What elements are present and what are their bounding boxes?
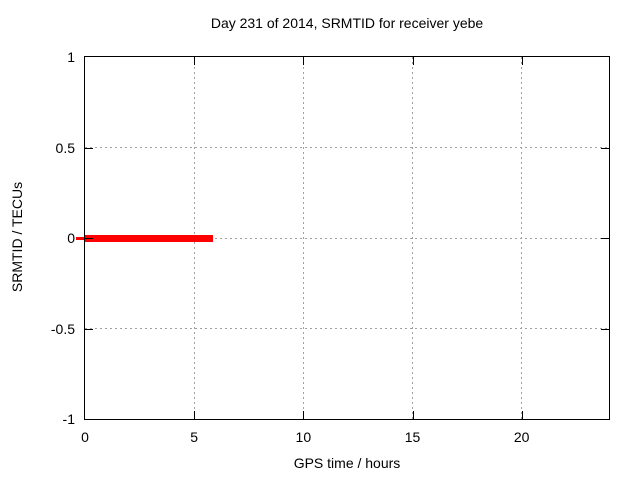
chart-title: Day 231 of 2014, SRMTID for receiver yeb…	[210, 15, 484, 31]
y-axis-label: SRMTID / TECUs	[9, 181, 25, 293]
y-tick-label-0.5: 0.5	[55, 139, 75, 156]
y-tick-right-0	[601, 238, 609, 239]
x-tick-top-20	[521, 57, 523, 65]
x-tick-label-10: 10	[295, 429, 312, 445]
gridline-y-0.5	[85, 147, 609, 148]
series-axis-overhang-marker	[76, 237, 84, 240]
y-tick-label-1: 1	[67, 49, 75, 65]
x-tick-label-20: 20	[513, 429, 530, 445]
x-tick-label-15: 15	[404, 429, 421, 445]
x-tick-label-0: 0	[81, 429, 89, 445]
x-tick-bottom-20	[521, 411, 523, 419]
y-tick-label--1: -1	[62, 411, 75, 427]
x-tick-bottom-5	[194, 411, 196, 419]
x-tick-top-10	[303, 57, 305, 65]
series-srmtid	[85, 235, 213, 242]
x-tick-bottom-10	[303, 411, 305, 419]
gridline-y-0	[85, 237, 609, 239]
x-axis-label: GPS time / hours	[293, 455, 401, 471]
x-tick-top-15	[412, 57, 414, 65]
x-tick-label-5: 5	[190, 429, 199, 445]
gridline-y--0.5	[85, 328, 609, 329]
y-tick-label--0.5: -0.5	[50, 320, 75, 337]
y-tick-right--0.5	[601, 328, 609, 330]
plot-area: 0 5 10 15 20 -1 -0.5 0 0.5 1	[51, 49, 610, 445]
x-tick-bottom-15	[412, 411, 414, 419]
y-tick-right-0.5	[601, 147, 609, 149]
y-tick-left-0.5	[85, 147, 93, 149]
x-tick-top-5	[194, 57, 196, 65]
y-tick-left--0.5	[85, 328, 93, 330]
y-tick-left-0	[85, 238, 93, 239]
y-tick-label-0: 0	[67, 230, 75, 246]
